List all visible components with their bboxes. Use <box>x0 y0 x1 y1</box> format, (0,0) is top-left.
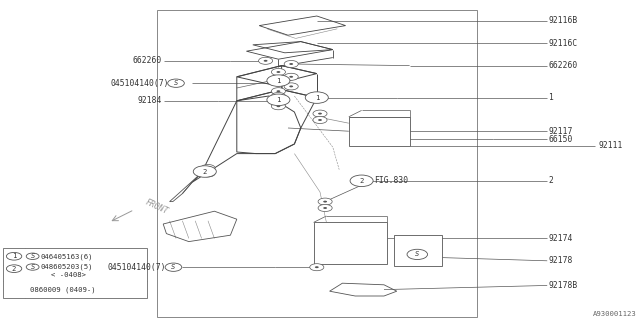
Text: 1: 1 <box>548 93 554 102</box>
Text: 92178B: 92178B <box>548 281 578 290</box>
Text: FIG.830: FIG.830 <box>374 176 408 185</box>
Circle shape <box>313 116 327 124</box>
Circle shape <box>318 204 332 212</box>
Circle shape <box>289 85 293 87</box>
Text: 048605203(5): 048605203(5) <box>40 264 93 270</box>
Text: 662260: 662260 <box>132 56 162 65</box>
Circle shape <box>323 207 327 209</box>
Text: 045104140(7): 045104140(7) <box>111 79 169 88</box>
Circle shape <box>318 119 322 121</box>
Text: 1: 1 <box>12 253 16 259</box>
Circle shape <box>206 167 210 169</box>
Circle shape <box>284 60 298 68</box>
Text: 92184: 92184 <box>138 96 162 105</box>
Circle shape <box>26 253 39 260</box>
Circle shape <box>259 57 273 64</box>
Circle shape <box>315 266 319 268</box>
Text: S: S <box>415 252 419 257</box>
Text: 1: 1 <box>315 95 319 100</box>
Text: 1: 1 <box>276 78 280 84</box>
Circle shape <box>318 113 322 115</box>
Bar <box>157 10 477 317</box>
Circle shape <box>271 97 285 104</box>
Text: S: S <box>31 264 35 270</box>
Circle shape <box>323 201 327 203</box>
Circle shape <box>305 92 328 103</box>
Circle shape <box>289 76 293 78</box>
Bar <box>394 235 442 266</box>
Bar <box>314 222 387 264</box>
Circle shape <box>201 170 215 177</box>
Circle shape <box>407 249 428 260</box>
Text: 92116B: 92116B <box>548 16 578 25</box>
Circle shape <box>276 71 280 73</box>
Circle shape <box>276 105 280 107</box>
Circle shape <box>26 264 39 270</box>
Text: 2: 2 <box>360 178 364 184</box>
Text: 046405163(6): 046405163(6) <box>40 253 93 260</box>
Circle shape <box>318 198 332 205</box>
Text: 045104140(7): 045104140(7) <box>108 263 166 272</box>
Text: 92174: 92174 <box>548 234 573 243</box>
Circle shape <box>276 100 280 102</box>
Circle shape <box>289 63 293 65</box>
Circle shape <box>193 166 216 177</box>
Text: S: S <box>174 80 178 86</box>
Circle shape <box>271 68 285 76</box>
Text: 1: 1 <box>276 97 280 103</box>
Text: A930001123: A930001123 <box>593 311 637 317</box>
Circle shape <box>313 110 327 117</box>
Circle shape <box>350 175 373 187</box>
Circle shape <box>271 92 285 100</box>
Text: 92111: 92111 <box>598 141 623 150</box>
Circle shape <box>271 103 285 110</box>
Text: 92116C: 92116C <box>548 39 578 48</box>
Text: 2: 2 <box>203 169 207 174</box>
Text: 662260: 662260 <box>548 61 578 70</box>
Circle shape <box>276 90 280 92</box>
Circle shape <box>6 252 22 260</box>
Text: 92178: 92178 <box>548 256 573 265</box>
Circle shape <box>284 83 298 90</box>
Text: S: S <box>31 253 35 259</box>
Bar <box>349 117 410 146</box>
Circle shape <box>276 95 280 97</box>
Circle shape <box>168 79 184 87</box>
Text: 2: 2 <box>12 266 16 272</box>
Text: S: S <box>172 264 175 270</box>
Circle shape <box>206 172 210 174</box>
Circle shape <box>201 164 215 172</box>
Circle shape <box>267 75 290 86</box>
Circle shape <box>310 264 324 271</box>
Text: < -0408>: < -0408> <box>51 272 86 278</box>
Text: 2: 2 <box>548 176 554 185</box>
Text: FRONT: FRONT <box>144 197 170 216</box>
Text: 0860009 (0409-): 0860009 (0409-) <box>30 286 96 292</box>
Bar <box>3 248 147 298</box>
Circle shape <box>267 94 290 106</box>
Text: 66150: 66150 <box>548 135 573 144</box>
Circle shape <box>264 60 268 62</box>
Circle shape <box>271 88 285 95</box>
Circle shape <box>284 73 298 80</box>
Text: 92117: 92117 <box>548 127 573 136</box>
Circle shape <box>6 265 22 273</box>
Circle shape <box>165 263 182 271</box>
Circle shape <box>271 78 285 85</box>
Circle shape <box>276 81 280 83</box>
